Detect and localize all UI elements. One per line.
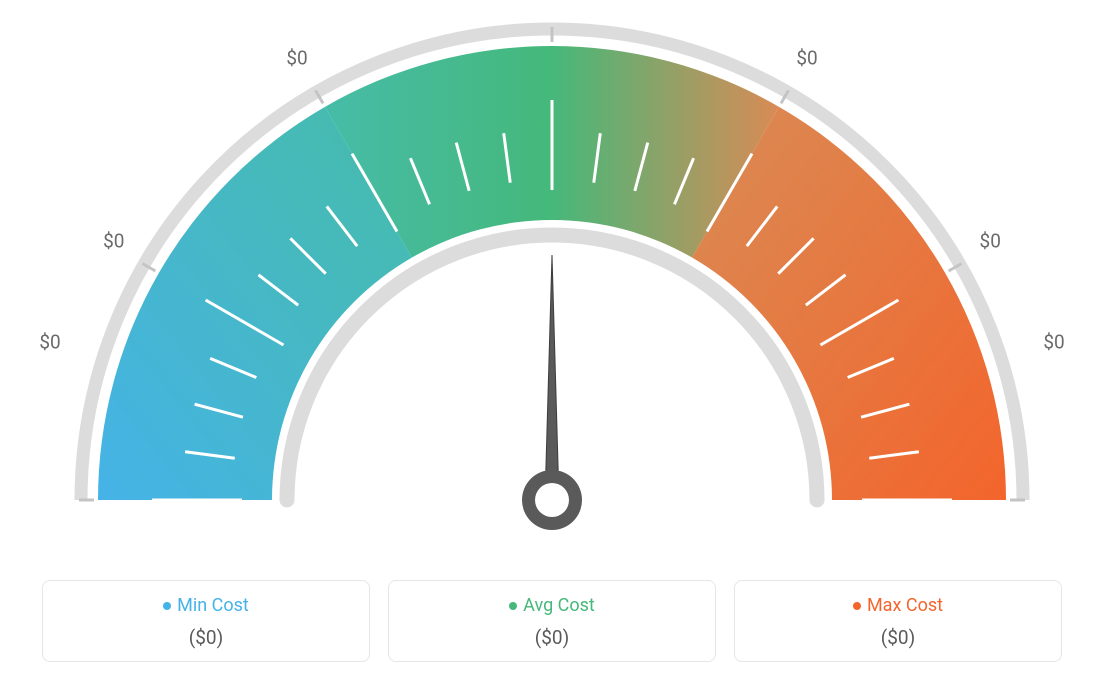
legend-label-min: Min Cost <box>177 595 249 616</box>
gauge-tick-label: $0 <box>39 331 60 354</box>
gauge-svg <box>0 0 1104 560</box>
legend-title-max: Max Cost <box>853 595 943 616</box>
legend-dot-avg <box>509 602 517 610</box>
legend-title-avg: Avg Cost <box>509 595 595 616</box>
gauge-tick-label: $0 <box>980 230 1001 253</box>
legend-card-max: Max Cost ($0) <box>734 580 1062 663</box>
gauge-tick-label: $0 <box>1043 331 1064 354</box>
legend-card-min: Min Cost ($0) <box>42 580 370 663</box>
legend-value-max: ($0) <box>745 626 1051 649</box>
legend-card-avg: Avg Cost ($0) <box>388 580 716 663</box>
legend-row: Min Cost ($0) Avg Cost ($0) Max Cost ($0… <box>42 580 1062 663</box>
gauge-tick-label: $0 <box>796 47 817 70</box>
legend-dot-max <box>853 602 861 610</box>
gauge-chart: $0 $0 $0 $0 $0 $0 $0 <box>0 0 1104 560</box>
legend-dot-min <box>163 602 171 610</box>
legend-label-max: Max Cost <box>867 595 943 616</box>
legend-value-avg: ($0) <box>399 626 705 649</box>
legend-title-min: Min Cost <box>163 595 249 616</box>
legend-value-min: ($0) <box>53 626 359 649</box>
gauge-tick-label: $0 <box>286 47 307 70</box>
legend-label-avg: Avg Cost <box>523 595 595 616</box>
gauge-tick-label: $0 <box>541 0 562 2</box>
gauge-tick-label: $0 <box>103 230 124 253</box>
